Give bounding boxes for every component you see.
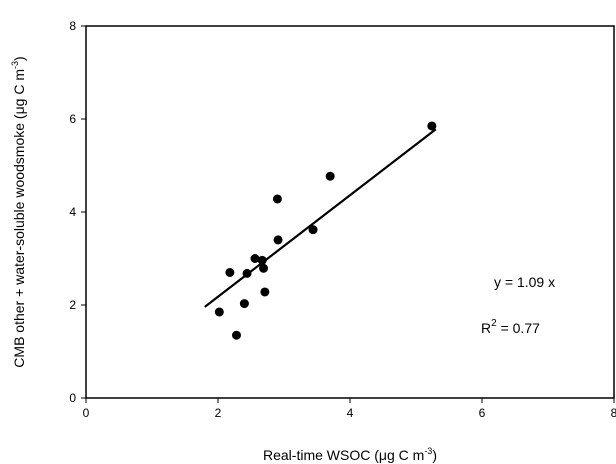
data-point — [325, 171, 335, 181]
y-tick-label: 2 — [69, 298, 76, 312]
data-points — [214, 121, 437, 340]
y-tick-label: 6 — [69, 112, 76, 126]
data-point — [231, 330, 241, 340]
plot-area — [85, 25, 615, 399]
y-axis-title: CMB other + water-soluble woodsmoke (μg … — [10, 56, 27, 367]
data-point — [308, 225, 318, 235]
x-tick-label: 0 — [83, 406, 90, 420]
y-tick-label: 8 — [69, 19, 76, 33]
x-axis-title-superscript: -3 — [424, 446, 432, 456]
data-point — [250, 254, 260, 263]
data-point — [214, 307, 224, 317]
data-point — [427, 121, 437, 131]
x-tick-label: 2 — [215, 406, 222, 420]
regression-line — [204, 128, 437, 308]
r-squared-label: R2 = 0.77 — [481, 318, 540, 336]
data-point — [272, 194, 282, 204]
data-point — [273, 235, 283, 245]
y-tick-label: 0 — [69, 391, 76, 405]
data-point — [242, 268, 252, 278]
data-point — [257, 255, 267, 265]
data-point — [239, 299, 249, 309]
y-tick-label: 4 — [69, 205, 76, 219]
data-point — [225, 267, 235, 277]
y-axis-title-superscript: -3 — [10, 61, 20, 69]
x-axis-ticks: 0 2 4 6 8 — [83, 398, 616, 420]
y-axis-ticks: 0 2 4 6 8 — [69, 19, 86, 405]
fit-line-group — [204, 128, 437, 308]
x-axis-title: Real-time WSOC (μg C m-3) — [263, 446, 437, 463]
x-tick-label: 8 — [611, 406, 616, 420]
x-tick-label: 6 — [479, 406, 486, 420]
data-point — [260, 287, 270, 297]
regression-equation: y = 1.09 x — [494, 274, 555, 290]
data-point — [259, 263, 269, 273]
x-tick-label: 4 — [347, 406, 354, 420]
